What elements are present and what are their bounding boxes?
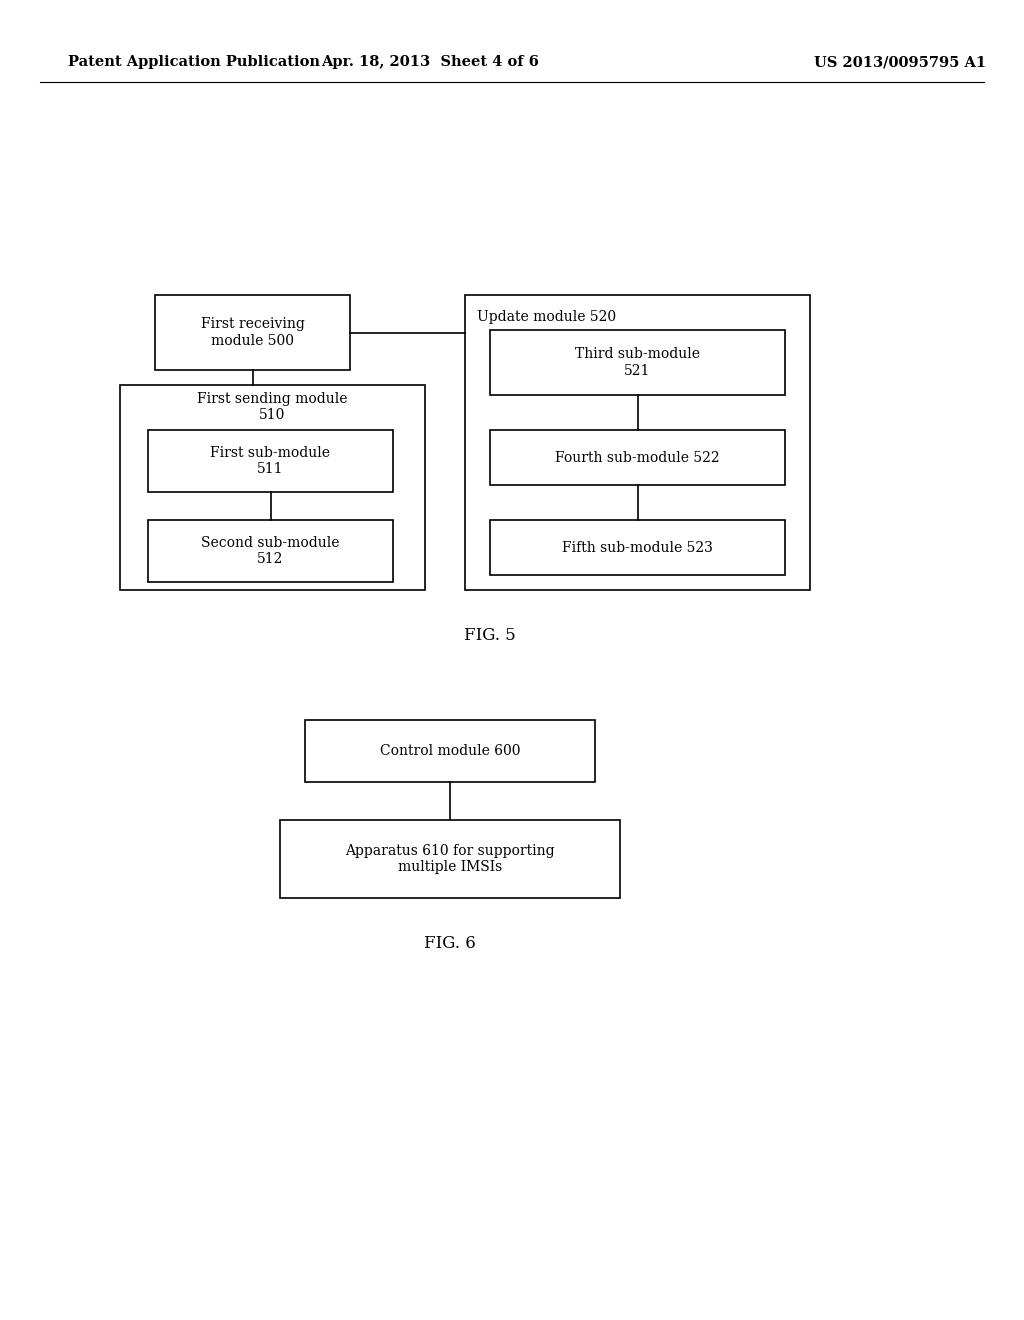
- Text: FIG. 6: FIG. 6: [424, 935, 476, 952]
- Bar: [490, 430, 785, 484]
- Bar: [490, 330, 785, 395]
- Text: US 2013/0095795 A1: US 2013/0095795 A1: [814, 55, 986, 69]
- Text: Update module 520: Update module 520: [477, 310, 616, 323]
- Bar: [490, 520, 785, 576]
- Bar: [465, 294, 810, 590]
- Text: Third sub-module
521: Third sub-module 521: [575, 347, 700, 378]
- Bar: [148, 430, 393, 492]
- Bar: [148, 520, 393, 582]
- Bar: [280, 820, 620, 898]
- Text: Patent Application Publication: Patent Application Publication: [68, 55, 319, 69]
- Text: FIG. 5: FIG. 5: [464, 627, 516, 644]
- Text: First sub-module
511: First sub-module 511: [211, 446, 331, 477]
- Bar: [120, 385, 425, 590]
- Text: Fourth sub-module 522: Fourth sub-module 522: [555, 450, 720, 465]
- Text: Apr. 18, 2013  Sheet 4 of 6: Apr. 18, 2013 Sheet 4 of 6: [322, 55, 539, 69]
- Bar: [305, 719, 595, 781]
- Text: Second sub-module
512: Second sub-module 512: [202, 536, 340, 566]
- Text: First receiving
module 500: First receiving module 500: [201, 317, 304, 347]
- Text: Fifth sub-module 523: Fifth sub-module 523: [562, 540, 713, 554]
- Text: First sending module
510: First sending module 510: [198, 392, 348, 422]
- Bar: [155, 294, 350, 370]
- Text: Apparatus 610 for supporting
multiple IMSIs: Apparatus 610 for supporting multiple IM…: [345, 843, 555, 874]
- Text: Control module 600: Control module 600: [380, 744, 520, 758]
